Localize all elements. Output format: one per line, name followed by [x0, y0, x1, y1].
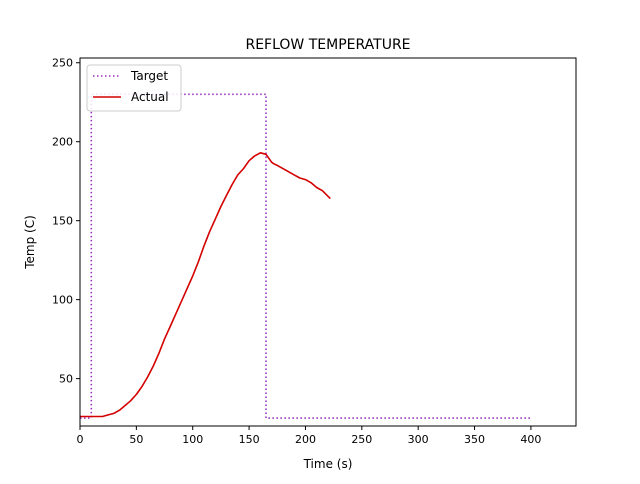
- legend: Target Actual: [86, 64, 182, 112]
- x-tick-label: 100: [182, 433, 203, 446]
- x-tick-label: 400: [520, 433, 541, 446]
- y-tick-label: 100: [52, 294, 73, 307]
- series-line-target: [80, 93, 531, 419]
- y-axis-label: Temp (C): [23, 215, 37, 270]
- x-tick-label: 350: [464, 433, 485, 446]
- y-tick-label: 250: [52, 57, 73, 70]
- series-layer: [80, 93, 531, 419]
- x-tick-label: 300: [408, 433, 429, 446]
- legend-label-actual: Actual: [131, 90, 169, 104]
- ticks-layer: 0 50 100 150 200 250 300 350 400 50 100 150 200 250: [52, 57, 541, 446]
- plot-frame: [79, 57, 577, 427]
- series-line-actual: [80, 152, 331, 418]
- x-tick-label: 50: [129, 433, 143, 446]
- y-tick-label: 200: [52, 136, 73, 149]
- x-axis-label: Time (s): [303, 457, 353, 471]
- y-tick-label: 150: [52, 215, 73, 228]
- x-tick-label: 0: [77, 433, 84, 446]
- x-tick-label: 250: [351, 433, 372, 446]
- x-tick-label: 150: [239, 433, 260, 446]
- legend-label-target: Target: [130, 69, 168, 83]
- chart-title: REFLOW TEMPERATURE: [245, 37, 410, 53]
- x-tick-label: 200: [295, 433, 316, 446]
- y-tick-label: 50: [59, 373, 73, 386]
